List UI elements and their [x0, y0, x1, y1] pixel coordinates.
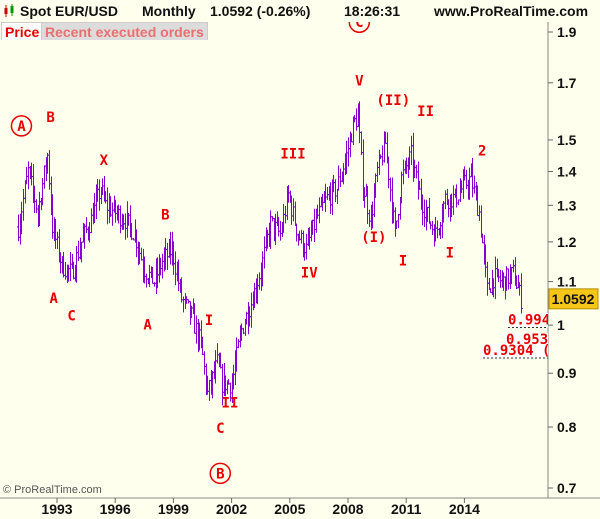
time-tick-label: 2011: [391, 501, 422, 517]
price-tick-label: 0.8: [557, 419, 577, 435]
clock: 18:26:31: [344, 3, 401, 19]
wave-label: I: [399, 253, 407, 269]
price-tick-label: 1: [557, 317, 565, 333]
wave-label: B: [216, 466, 224, 482]
price-tick-label: 1.7: [557, 75, 577, 91]
wave-label: I: [205, 313, 213, 329]
time-tick-label: 1999: [158, 501, 189, 517]
copyright-note: © ProRealTime.com: [3, 484, 102, 496]
wave-label: V: [355, 73, 364, 89]
wave-label: A: [143, 318, 152, 334]
tab-recent-executed-orders[interactable]: Recent executed orders: [41, 22, 208, 40]
last-price-badge-box: [548, 288, 599, 310]
wave-label: IV: [301, 265, 318, 281]
timeframe[interactable]: Monthly: [142, 3, 196, 19]
wave-label: C: [355, 15, 363, 31]
wave-label: 2: [478, 143, 486, 159]
wave-label: (I): [361, 230, 386, 246]
target-label: 0.9949: [508, 312, 559, 328]
price-tick-label: 1.5: [557, 132, 577, 148]
instrument-name: Spot EUR/USD: [20, 3, 118, 19]
wave-label: (II): [376, 93, 410, 109]
target-label-bg: [506, 313, 548, 328]
price-tick-label: 1.9: [557, 24, 577, 40]
candlestick-icon: [4, 4, 14, 17]
time-tick-label: 1993: [41, 501, 72, 517]
time-axis[interactable]: 1993 1996 1999 2002 2005 2008 2011 2014: [41, 498, 480, 517]
time-tick-label: 2014: [449, 501, 480, 517]
price-tick-label: 1.1: [557, 274, 577, 290]
tab-price[interactable]: Price: [1, 22, 44, 40]
wave-circle: [209, 462, 232, 485]
price-tick-label: 0.9: [557, 365, 577, 381]
target-label: 0.9304 (1(: [483, 343, 567, 359]
wave-label: I: [446, 245, 454, 261]
ohlc-bars: [17, 101, 523, 406]
time-tick-label: 2008: [332, 501, 363, 517]
wave-label: A: [50, 291, 59, 307]
target-label-bg: [504, 333, 548, 348]
price-tick-label: 1.3: [557, 197, 577, 213]
wave-label: A: [17, 119, 26, 135]
price-tick-label: 1.4: [557, 163, 577, 179]
site-url[interactable]: www.ProRealTime.com: [434, 3, 589, 19]
wave-label: II: [222, 395, 239, 411]
last-price-value: 1.0592: [552, 291, 595, 307]
wave-label: III: [280, 147, 305, 163]
time-tick-label: 2002: [216, 501, 247, 517]
wave-label: X: [100, 153, 109, 169]
wave-label: C: [216, 421, 224, 437]
target-label-bg: [481, 344, 548, 359]
price-tick-label: 1.2: [557, 234, 577, 250]
wave-circle: [10, 115, 33, 137]
price-tick-label: 0.7: [557, 480, 577, 496]
wave-label: C: [67, 309, 75, 325]
wave-label: II: [417, 104, 434, 120]
time-tick-label: 1996: [100, 501, 131, 517]
title-bar: Spot EUR/USD Monthly 1.0592 (-0.26%) 18:…: [0, 0, 600, 22]
target-label: 0.9532: [506, 332, 557, 348]
wave-label: B: [46, 110, 54, 126]
time-tick-label: 2005: [274, 501, 305, 517]
price-axis[interactable]: 1.9 1.7 1.5 1.4 1.3 1.2 1.1 1 0.9 0.8 0.7: [548, 24, 577, 496]
wave-label: B: [161, 208, 169, 224]
last-price-change: 1.0592 (-0.26%): [210, 3, 311, 19]
last-price-badge: 1.0592: [548, 288, 599, 310]
